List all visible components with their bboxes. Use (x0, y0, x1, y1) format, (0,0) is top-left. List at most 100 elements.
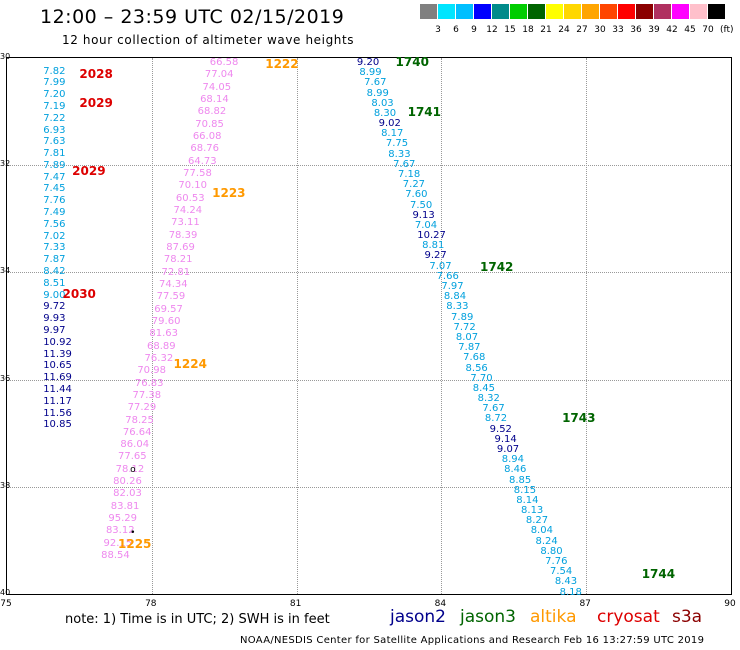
wave-height-value: 7.19 (43, 100, 66, 112)
wave-height-value: 88.54 (101, 550, 130, 562)
wave-height-value: 8.33 (388, 148, 411, 160)
grid-line-horizontal (7, 165, 731, 167)
plot-area: 7.82 7.99 7.20 7.19 7.22 6.93 7.63 7.81 7.89 7.47… (6, 55, 732, 598)
wave-height-value: 11.69 (43, 372, 72, 384)
wave-height-value: 7.75 (385, 138, 409, 150)
wave-height-value: 7.54 (550, 566, 573, 578)
wave-height-value: 8.43 (554, 576, 578, 588)
grid-line-vertical (151, 58, 153, 594)
wave-height-value: 7.66 (436, 270, 459, 282)
wave-height-value: 78.21 (163, 254, 193, 266)
wave-height-value: 7.67 (482, 403, 505, 415)
pass-time-label: 1740 (395, 55, 429, 70)
wave-height-value: 8.17 (381, 128, 404, 140)
wave-height-value: 8.42 (43, 266, 66, 278)
x-tick-label: 78 (145, 599, 157, 609)
wave-height-value: 60.53 (175, 192, 205, 204)
scale-swatch (672, 4, 690, 19)
scale-swatch (420, 4, 438, 19)
wave-height-value: 7.67 (393, 158, 416, 170)
y-tick-label: 40 (0, 588, 11, 597)
wave-height-value: 7.89 (43, 159, 66, 171)
wave-height-value: 76.64 (122, 426, 152, 438)
wave-height-value: 78.39 (168, 229, 198, 241)
wave-height-value: 11.44 (43, 383, 72, 395)
grid-line-vertical (441, 58, 443, 594)
wave-height-value: 77.04 (204, 69, 234, 81)
wave-height-value: 8.13 (521, 505, 544, 517)
scale-label: 24 (558, 25, 570, 35)
wave-height-value: 7.89 (451, 311, 474, 323)
wave-height-value: 83.12 (105, 525, 135, 537)
wave-height-value: 8.27 (525, 515, 549, 527)
y-tick-label: 32 (0, 159, 11, 169)
wave-height-value: 8.14 (516, 494, 539, 506)
scale-label: 45 (684, 25, 696, 35)
wave-height-value: 7.87 (458, 342, 481, 354)
wave-height-value: 11.17 (43, 395, 72, 407)
wave-height-value: 7.27 (402, 179, 426, 191)
scale-label: 3 (435, 25, 441, 35)
x-tick-label: 75 (0, 599, 12, 609)
wave-height-value: 64.73 (188, 155, 217, 167)
wave-height-value: 7.47 (43, 171, 66, 183)
wave-height-value: 9.00 (43, 289, 66, 301)
scale-label: 6 (453, 25, 459, 35)
wave-height-value: 8.33 (446, 301, 469, 313)
wave-height-value: 78.25 (125, 414, 154, 426)
wave-height-value: 7.02 (43, 230, 66, 242)
wave-height-value: 7.97 (441, 281, 464, 293)
wave-height-value: 7.70 (470, 372, 493, 384)
wave-height-value: 8.24 (535, 535, 558, 547)
wave-height-value: 11.39 (43, 348, 72, 360)
scale-swatch (528, 4, 546, 19)
wave-height-value: 10.65 (43, 360, 72, 372)
scale-label: 70 (702, 25, 714, 35)
track-marker: o (130, 465, 136, 476)
wave-height-value: 72.81 (161, 266, 191, 278)
wave-height-value: 8.18 (559, 586, 582, 598)
pass-time-label: 1223 (212, 185, 246, 200)
x-tick-label: 84 (434, 599, 447, 609)
wave-height-value: 7.81 (43, 148, 66, 160)
wave-height-value: 77.58 (183, 167, 212, 179)
scale-label: 33 (612, 25, 624, 35)
wave-height-value: 76.83 (134, 377, 164, 389)
note-text: note: 1) Time is in UTC; 2) SWH is in fe… (65, 612, 330, 627)
wave-height-value: 7.76 (43, 195, 66, 207)
wave-height-value: 7.07 (429, 260, 452, 272)
wave-height-value: 7.04 (414, 219, 438, 231)
y-tick-label: 30 (0, 52, 11, 61)
wave-height-value: 78.12 (115, 463, 145, 475)
legend-cryosat: cryosat (597, 607, 660, 627)
grid-line-horizontal (7, 486, 731, 488)
wave-height-value: 7.68 (463, 352, 486, 364)
scale-label: 39 (648, 25, 660, 35)
wave-height-value: 7.63 (43, 136, 66, 148)
pass-time-label: 1742 (480, 260, 514, 275)
pass-time-label: 1222 (265, 57, 299, 71)
wave-height-value: 66.08 (192, 130, 222, 142)
wave-height-value: 7.67 (364, 77, 387, 89)
wave-height-value: 8.84 (443, 291, 467, 303)
scale-label: 21 (540, 25, 552, 35)
scale-swatch (690, 4, 708, 19)
wave-height-value: 9.02 (378, 118, 401, 130)
wave-height-value: 80.26 (113, 476, 142, 488)
scale-label: 9 (471, 25, 477, 35)
grid-line-horizontal (7, 272, 731, 274)
x-tick-label: 90 (724, 599, 736, 609)
wave-height-value: 8.07 (455, 331, 479, 343)
wave-height-value: 70.98 (137, 365, 166, 377)
scale-swatch (582, 4, 600, 19)
pass-time-label: 2030 (62, 287, 96, 302)
scale-swatch (474, 4, 492, 19)
wave-height-value: 70.85 (195, 118, 224, 130)
wave-height-value: 9.97 (43, 325, 66, 336)
scale-swatch (510, 4, 528, 19)
wave-height-value: 83.81 (110, 500, 140, 512)
grid-line-horizontal (7, 379, 731, 381)
wave-height-value: 8.80 (540, 545, 563, 557)
scale-label: 27 (576, 25, 588, 35)
